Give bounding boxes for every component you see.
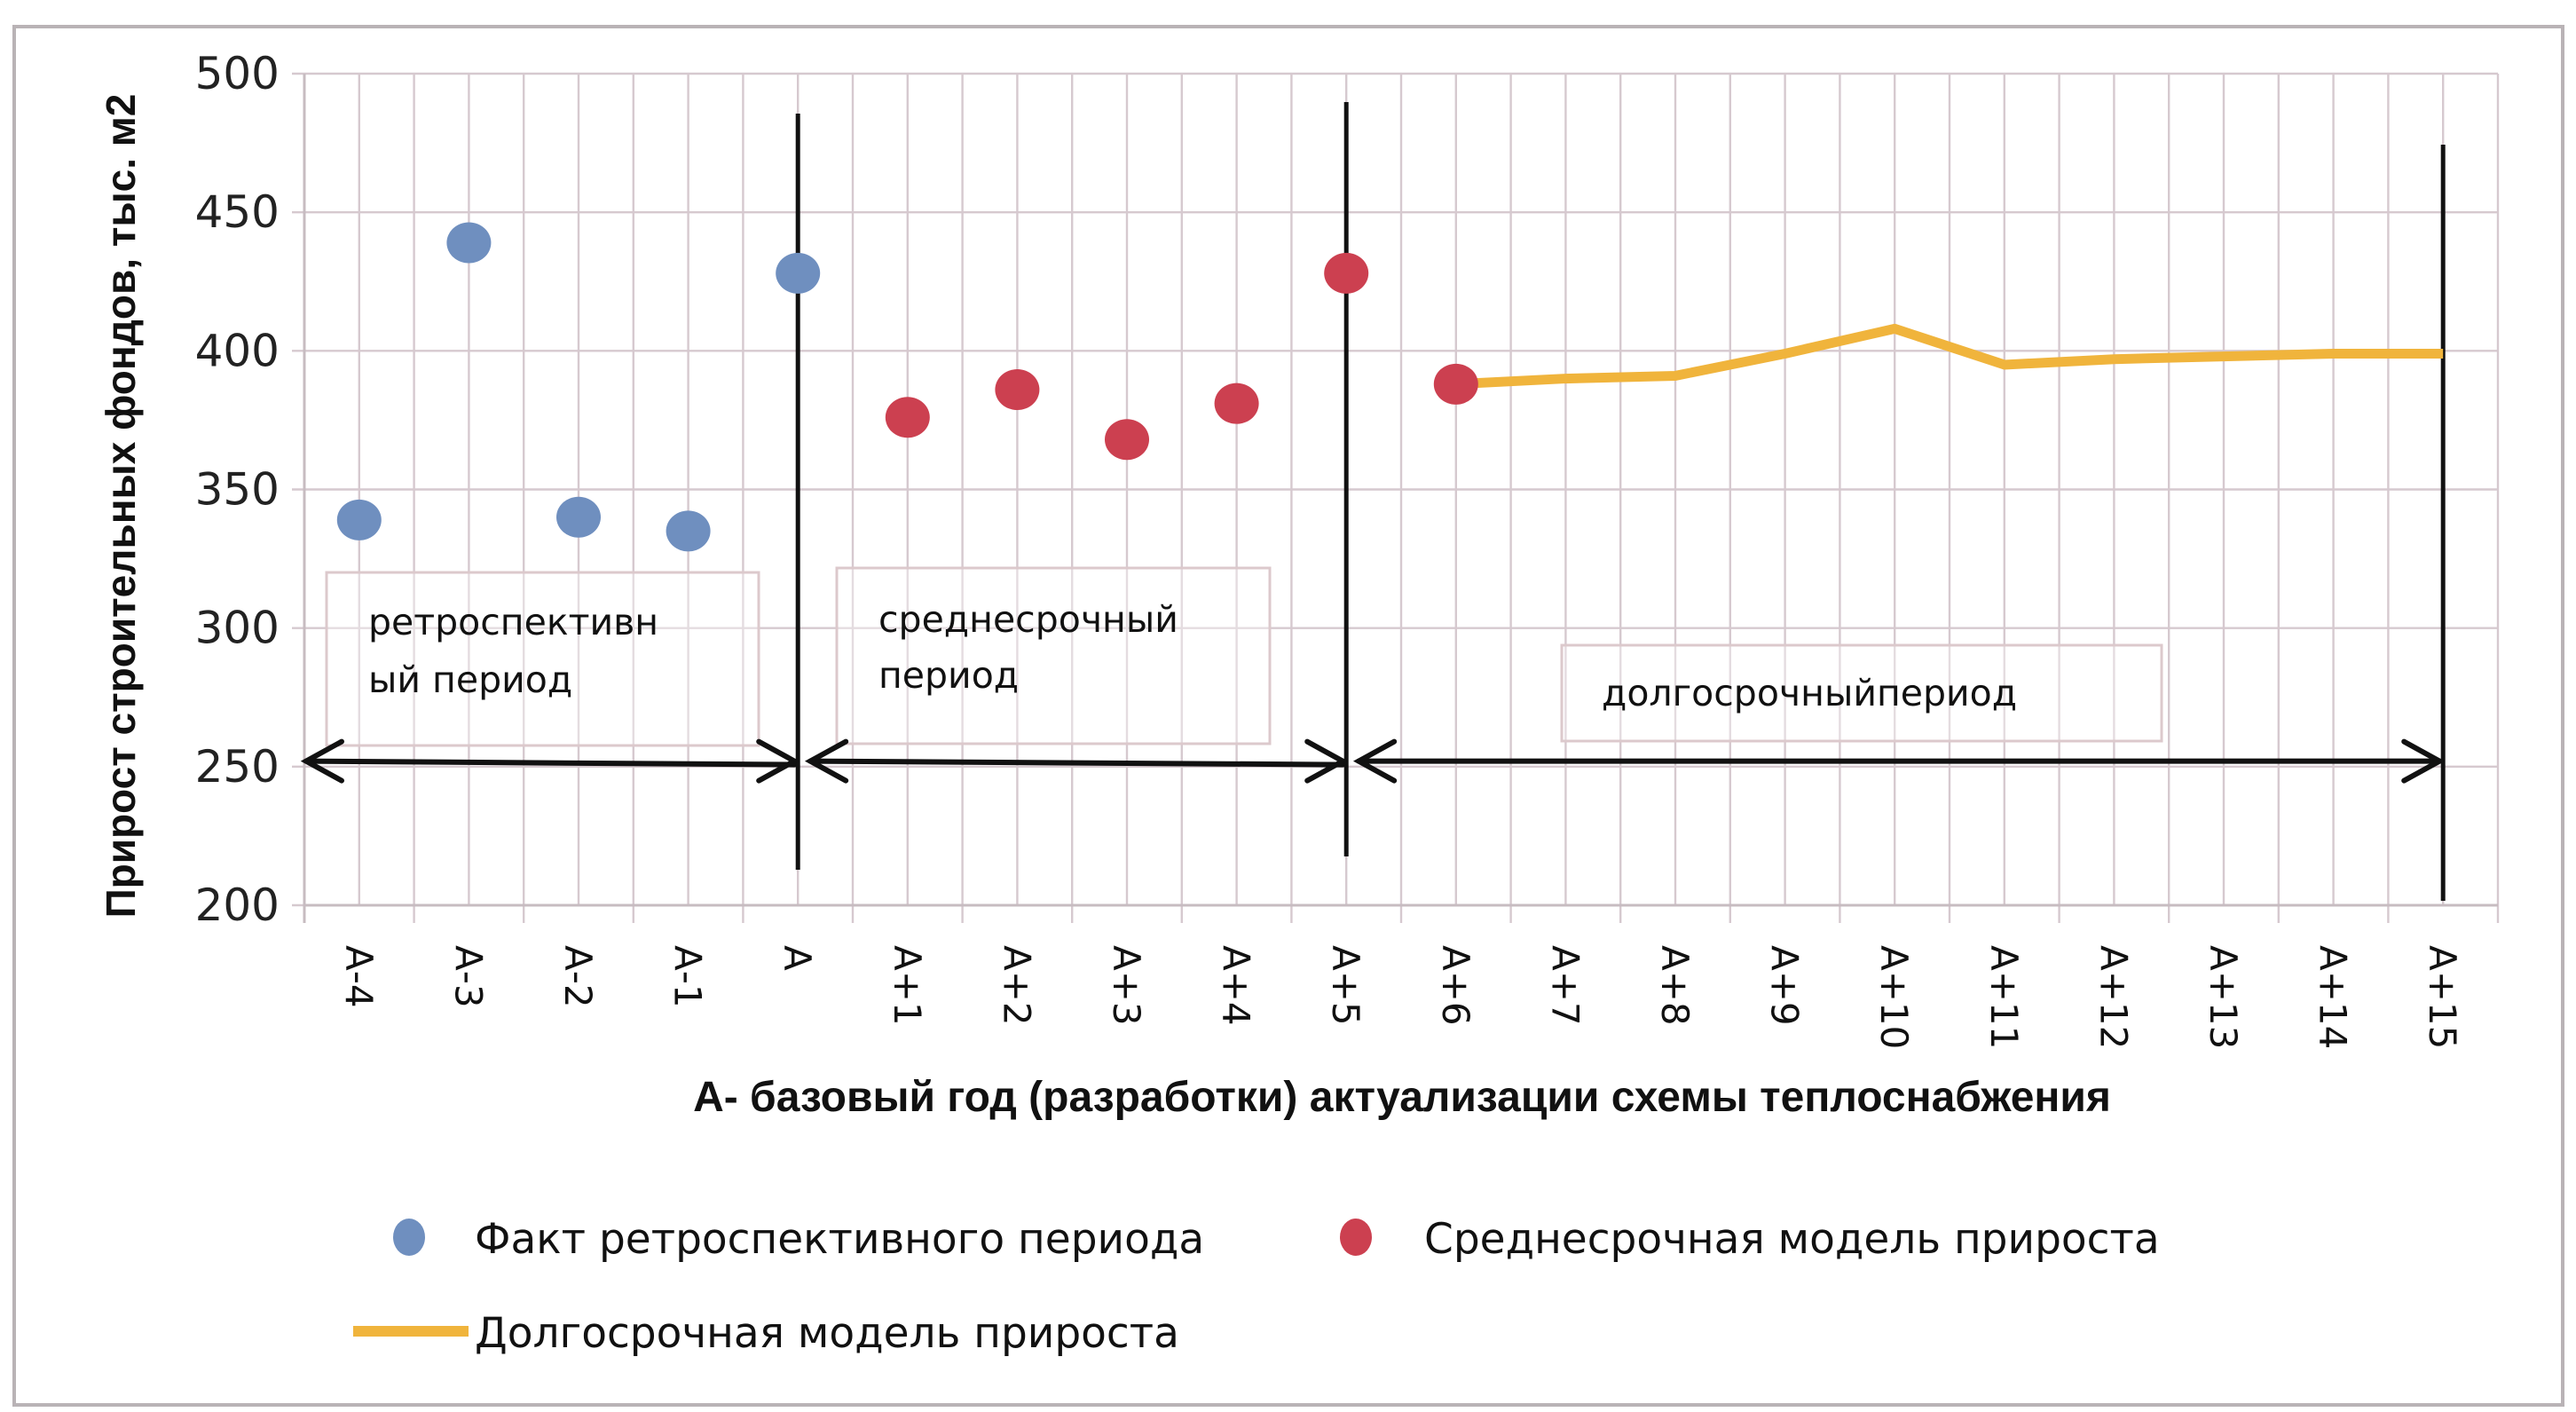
y-axis-title: Прирост строительных фондов, тыс. м2: [98, 94, 144, 919]
y-axis-ticks: 200 250 300 350 400 450 500: [195, 48, 280, 931]
period-label: период: [878, 654, 1019, 697]
double-arrow-shaft: [807, 758, 1346, 768]
data-point: [446, 222, 492, 264]
double-arrow-shaft: [303, 758, 798, 768]
period-label: ретроспективн: [368, 601, 658, 643]
x-tick-label: А+1: [886, 945, 929, 1026]
x-tick-label: А+6: [1434, 945, 1477, 1026]
y-tick-label: 500: [195, 48, 280, 99]
data-point: [885, 397, 930, 438]
x-tick-label: А+2: [995, 945, 1038, 1026]
x-tick-label: А+3: [1105, 945, 1148, 1026]
x-tick-label: А+11: [1982, 945, 2026, 1049]
period-box: [1560, 643, 2163, 743]
period-label: среднесрочный: [878, 598, 1178, 641]
legend-marker-dot: [1340, 1219, 1372, 1256]
x-tick-label: А-4: [337, 945, 381, 1008]
chart-frame: [12, 25, 2564, 1407]
arrow-head-left: [804, 738, 849, 784]
x-tick-label: А+15: [2421, 945, 2464, 1049]
data-points: [336, 222, 1478, 552]
y-tick-label: 400: [195, 325, 280, 376]
period-arrows: [300, 738, 2446, 784]
legend-label: Долгосрочная модель прироста: [475, 1309, 1179, 1358]
data-point: [556, 496, 601, 538]
legend-label: Среднесрочная модель прироста: [1424, 1215, 2160, 1264]
period-box: [325, 571, 760, 747]
data-point: [776, 252, 821, 294]
legend-marker-dot: [393, 1219, 425, 1256]
period-dividers: [795, 102, 2446, 901]
x-axis-title: А- базовый год (разработки) актуализации…: [693, 1074, 2111, 1121]
data-point: [666, 510, 711, 552]
arrow-head-left: [300, 738, 344, 784]
x-tick-label: А-2: [556, 945, 600, 1008]
data-point: [995, 369, 1040, 411]
y-tick-label: 350: [195, 464, 280, 516]
x-tick-label: А+7: [1543, 945, 1587, 1026]
x-tick-label: А-1: [666, 945, 710, 1008]
arrow-head-right: [1304, 738, 1349, 784]
x-tick-label: А+9: [1763, 945, 1807, 1026]
y-tick-label: 300: [195, 603, 280, 654]
data-point: [336, 499, 382, 540]
data-point: [1324, 252, 1369, 294]
period-boxes: ретроспективн ый период среднесрочный перио…: [325, 566, 2163, 747]
x-axis-ticks: А-4 А-3 А-2 А-1 А А+1 А+2 А+3 А+4 А+5 А+6 А+7 А+8 А+9…: [337, 945, 2464, 1049]
x-tick-label: А+4: [1215, 945, 1258, 1026]
data-point: [1214, 383, 1259, 424]
period-label: долгосрочныйпериод: [1602, 672, 2017, 714]
x-tick-label: А+13: [2202, 945, 2245, 1049]
y-tick-label: 250: [195, 741, 280, 793]
x-tick-label: А: [776, 945, 819, 971]
long-term-model-line: [1455, 323, 2444, 390]
period-label: ый период: [368, 659, 572, 701]
x-tick-label: А+8: [1653, 945, 1697, 1026]
x-tick-label: А+5: [1324, 945, 1367, 1026]
arrow-head-right: [756, 738, 800, 784]
period-box: [835, 566, 1272, 745]
data-point: [1105, 419, 1149, 461]
y-tick-label: 200: [195, 880, 280, 931]
y-tick-label: 450: [195, 186, 280, 238]
legend: Факт ретроспективного периода Среднесрочн…: [353, 1215, 2160, 1358]
gridlines: [292, 72, 2500, 923]
x-tick-label: А+10: [1872, 945, 1916, 1049]
data-point: [1433, 363, 1478, 405]
x-tick-label: А+12: [2092, 945, 2135, 1049]
x-tick-label: А+14: [2312, 945, 2355, 1049]
legend-label: Факт ретроспективного периода: [475, 1215, 1204, 1264]
x-tick-label: А-3: [446, 945, 490, 1008]
arrow-head-right: [2401, 738, 2446, 784]
arrow-head-left: [1352, 738, 1398, 784]
